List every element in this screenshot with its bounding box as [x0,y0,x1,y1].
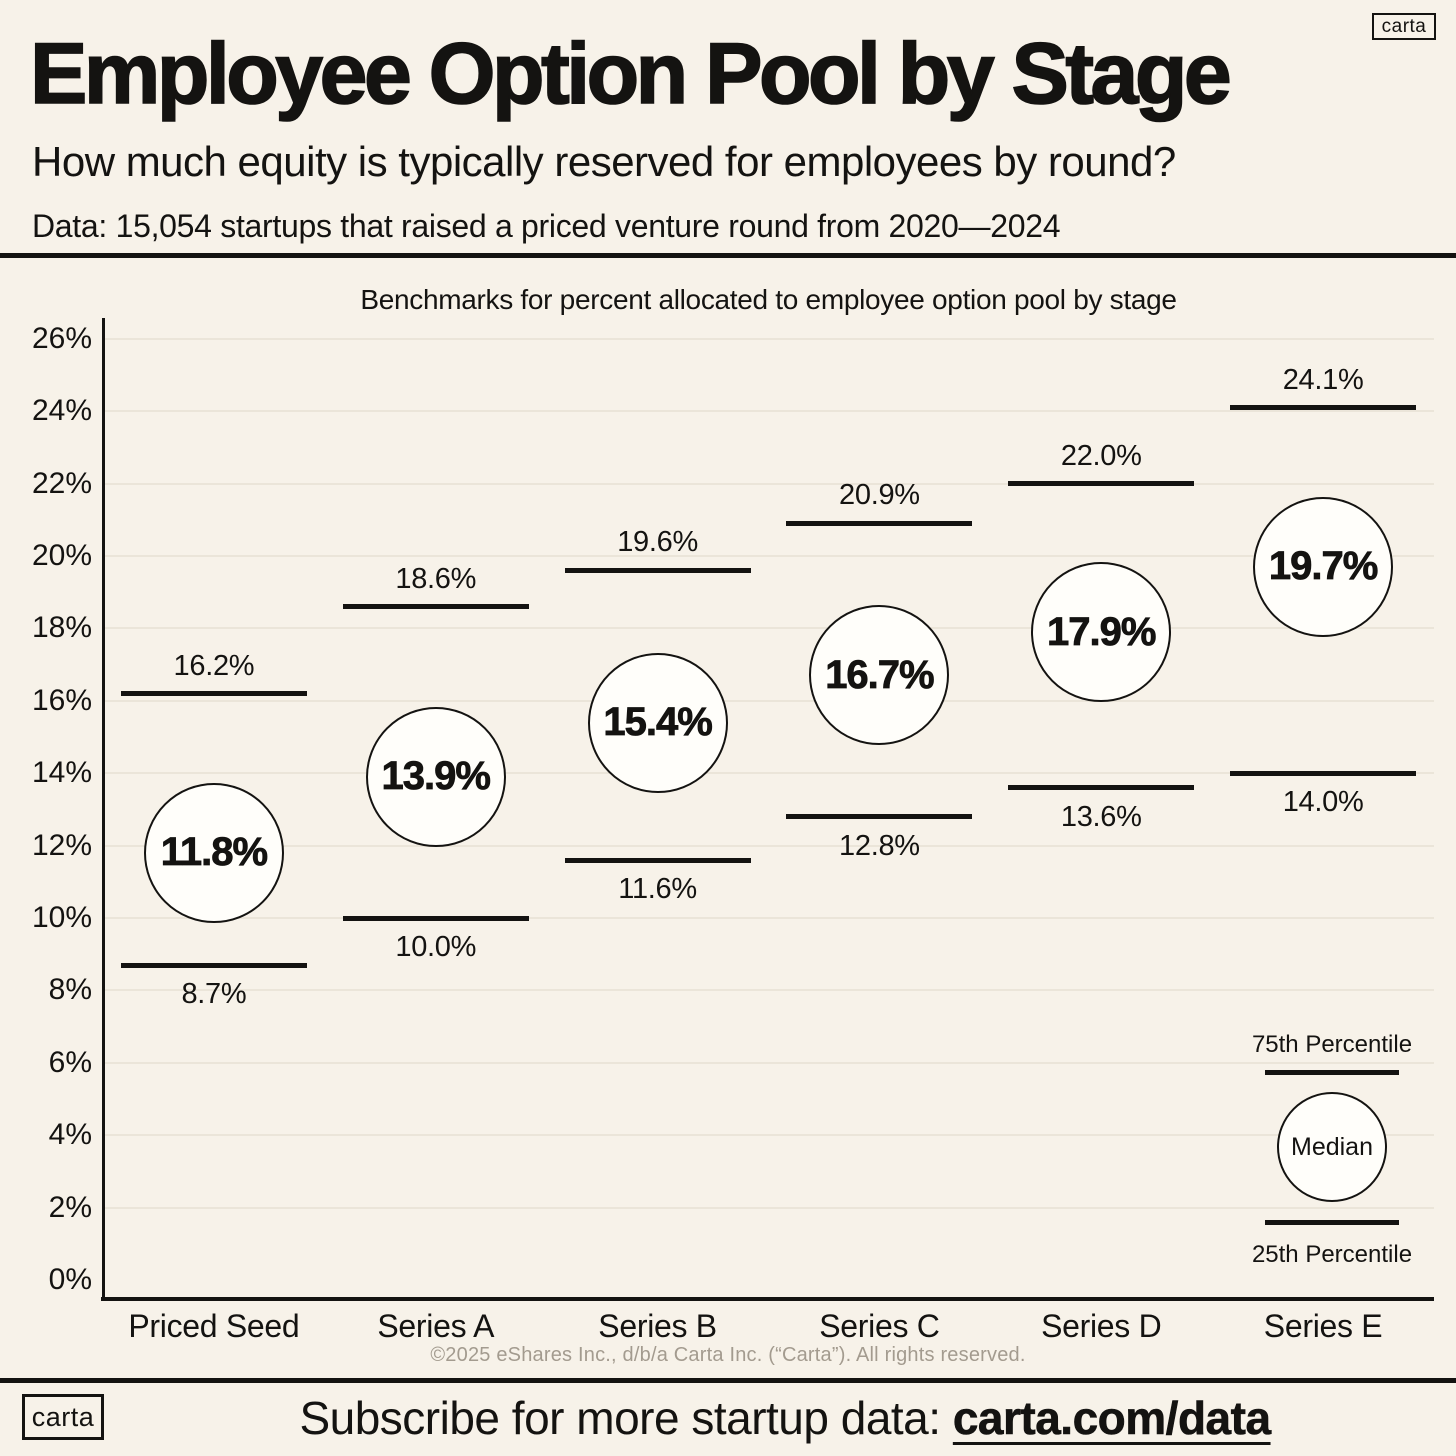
x-axis-line [101,1297,1434,1301]
median-value: 15.4% [603,700,713,745]
median-value: 16.7% [825,652,935,698]
chart-title: Benchmarks for percent allocated to empl… [360,284,1177,315]
page-subtitle: How much equity is typically reserved fo… [32,138,1176,185]
percentile-25-label: 13.6% [1060,800,1142,833]
subscribe-text: Subscribe for more startup data: [299,1392,953,1444]
percentile-75-label: 18.6% [395,562,477,595]
legend-25th-percentile-label: 25th Percentile [1251,1241,1413,1268]
footer-divider [0,1378,1456,1383]
percentile-75-line [1230,405,1417,411]
y-tick-label: 16% [31,683,92,717]
legend-median-circle: Median [1277,1092,1387,1202]
median-value: 11.8% [160,830,268,875]
percentile-75-label: 24.1% [1282,363,1364,396]
legend-75th-percentile-line [1265,1070,1399,1075]
percentile-75-line [342,604,529,610]
y-tick-label: 2% [48,1190,92,1224]
x-axis-label-series-b: Series B [598,1308,717,1344]
legend-median-label: Median [1291,1132,1373,1161]
percentile-75-label: 19.6% [617,526,698,559]
percentile-25-label: 14.0% [1282,786,1364,819]
percentile-75-line [786,520,973,526]
percentile-25-line [1230,770,1417,776]
y-tick-label: 4% [48,1118,92,1152]
percentile-75-label: 16.2% [173,649,255,682]
page-title: Employee Option Pool by Stage [29,25,1232,123]
y-gridline [103,482,1434,485]
median-circle: 15.4% [587,652,728,793]
copyright-notice: ©2025 eShares Inc., d/b/a Carta Inc. (“C… [430,1344,1026,1366]
header-divider [0,253,1456,258]
y-gridline [103,844,1434,847]
y-tick-label: 24% [31,394,92,428]
percentile-25-line [342,915,529,921]
y-tick-label: 0% [48,1263,92,1296]
percentile-25-line [120,962,307,968]
y-tick-label: 8% [48,973,92,1007]
y-gridline [103,627,1434,630]
percentile-75-line [1008,481,1195,487]
median-value: 19.7% [1268,544,1378,589]
y-gridline [103,1206,1434,1209]
legend-25th-percentile-line [1265,1220,1399,1225]
y-gridline [103,1134,1434,1137]
y-tick-label: 26% [31,321,92,355]
median-value: 13.9% [381,754,491,799]
percentile-75-label: 20.9% [839,479,920,512]
percentile-75-line [564,567,751,573]
y-tick-label: 12% [31,828,92,862]
percentile-25-line [564,857,751,863]
percentile-25-label: 11.6% [618,873,697,906]
y-tick-label: 18% [31,611,92,645]
y-gridline [103,337,1434,340]
y-tick-label: 22% [31,466,92,500]
median-circle: 19.7% [1253,496,1394,637]
carta-logo-top: carta [1372,13,1436,40]
x-axis-label-priced-seed: Priced Seed [128,1308,300,1344]
carta-data-link[interactable]: carta.com/data [952,1392,1272,1445]
x-axis-label-series-a: Series A [377,1308,495,1344]
y-axis-line [102,318,105,1301]
percentile-25-line [1008,785,1195,791]
median-value: 17.9% [1047,609,1157,654]
median-circle: 11.8% [143,782,284,923]
y-gridline [103,555,1434,557]
y-tick-label: 14% [31,756,92,790]
x-axis-label-series-e: Series E [1263,1308,1383,1344]
chart-legend: 75th Percentile Median 25th Percentile [1182,1030,1456,1280]
y-gridline [103,699,1434,702]
data-source-note: Data: 15,054 startups that raised a pric… [32,208,1061,244]
percentile-75-label: 22.0% [1060,439,1142,472]
carta-logo-top-text: carta [1381,15,1427,37]
percentile-25-line [786,814,973,820]
percentile-25-label: 12.8% [839,829,920,862]
percentile-25-label: 10.0% [395,931,477,963]
percentile-75-line [120,691,307,697]
median-circle: 16.7% [809,605,950,746]
y-tick-label: 20% [31,539,92,572]
x-axis-label-series-d: Series D [1041,1308,1162,1344]
y-gridline [103,989,1434,992]
y-gridline [103,1061,1434,1064]
x-axis-label-series-c: Series C [819,1308,940,1344]
y-gridline [103,772,1434,775]
median-circle: 13.9% [365,706,506,847]
carta-logo-bottom-text: carta [31,1401,95,1432]
y-gridline [103,917,1434,919]
y-tick-label: 10% [31,901,92,934]
percentile-25-label: 8.7% [181,978,247,1011]
y-gridline [103,410,1434,413]
median-circle: 17.9% [1031,562,1172,703]
subscribe-banner: Subscribe for more startup data: carta.c… [120,1392,1450,1445]
legend-75th-percentile-label: 75th Percentile [1251,1031,1413,1058]
y-tick-label: 6% [48,1045,92,1079]
carta-logo-bottom: carta [22,1394,104,1440]
